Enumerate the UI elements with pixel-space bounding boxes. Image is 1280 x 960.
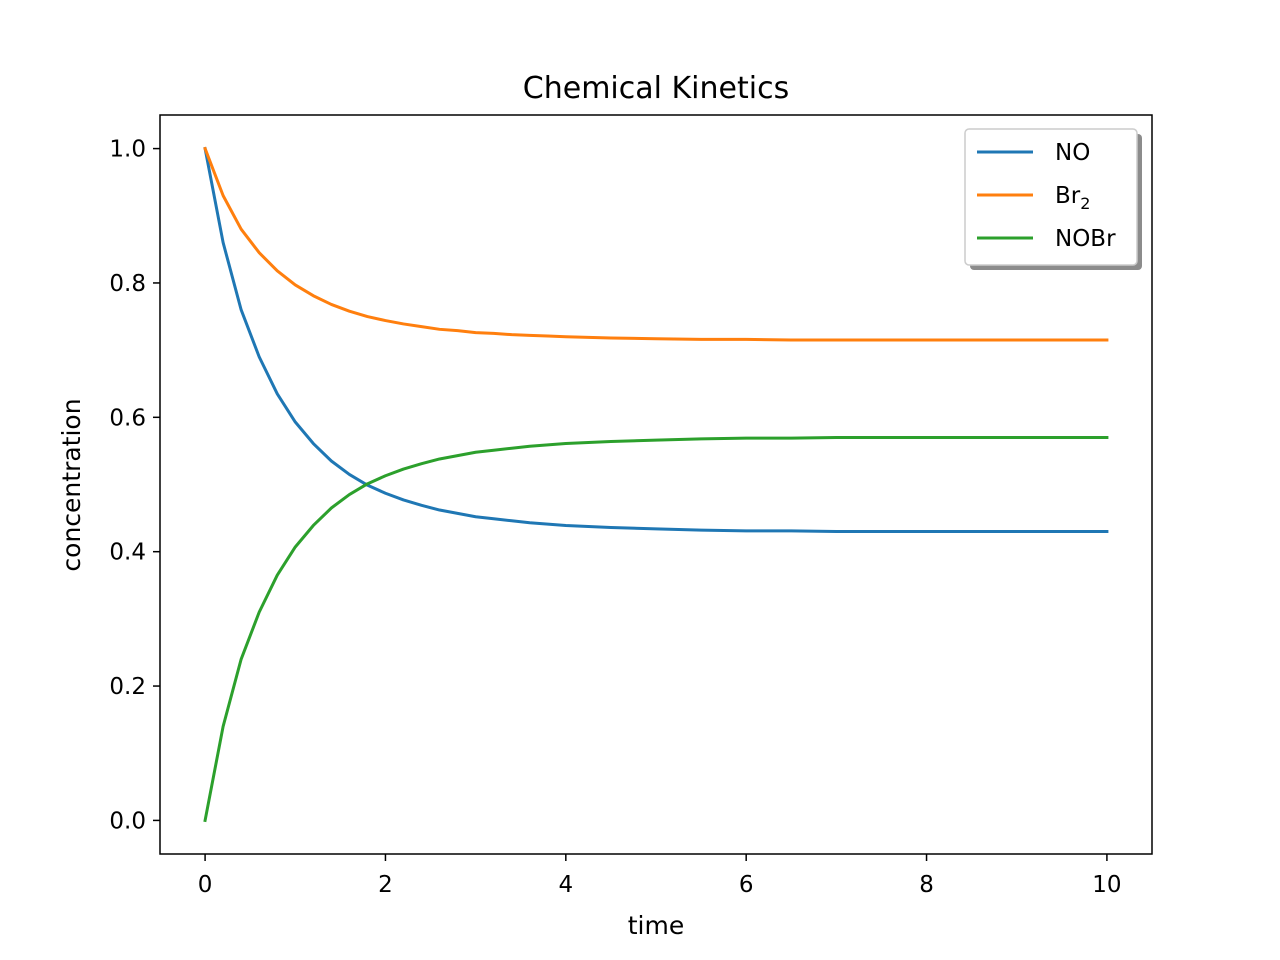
x-axis-ticks: 0 2 4 6 8 10: [198, 854, 1122, 898]
y-axis-label: concentration: [57, 398, 86, 571]
legend-box: [964, 128, 1138, 266]
series-line-br: [203, 146, 1109, 342]
y-tick-label: 0.8: [109, 271, 146, 297]
x-tick-label: 0: [198, 872, 213, 898]
series-line-nobr: [203, 435, 1109, 823]
x-tick-label: 4: [558, 872, 573, 898]
y-tick-label: 0.0: [109, 808, 146, 834]
legend-label-nobr: NOBr: [1055, 226, 1116, 252]
y-tick-label: 0.4: [109, 540, 146, 566]
x-tick-label: 10: [1092, 872, 1121, 898]
x-tick-label: 2: [378, 872, 393, 898]
axes-frame: [159, 114, 1153, 855]
chart-title: Chemical Kinetics: [523, 71, 789, 106]
legend-label-no: NO: [1055, 140, 1090, 166]
x-tick-label: 8: [919, 872, 934, 898]
y-tick-label: 0.2: [109, 674, 146, 700]
x-axis-label: time: [628, 911, 684, 940]
x-tick-label: 6: [739, 872, 754, 898]
series-line-no: [203, 146, 1109, 534]
plot-area: [159, 114, 1153, 855]
y-tick-label: 0.6: [109, 405, 146, 431]
y-tick-label: 1.0: [109, 137, 146, 163]
series-lines: [203, 146, 1109, 823]
y-axis-ticks: 0.0 0.2 0.4 0.6 0.8 1.0: [109, 137, 160, 834]
